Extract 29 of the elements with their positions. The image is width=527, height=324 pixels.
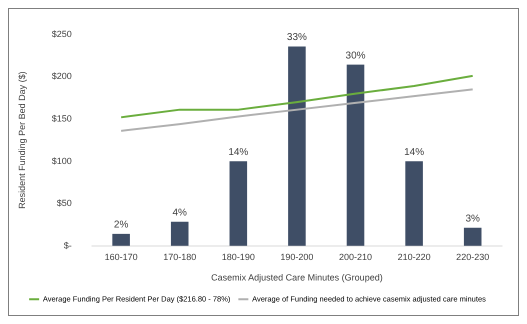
bar <box>112 234 130 246</box>
x-tick-label: 170-180 <box>163 252 196 262</box>
bar <box>230 161 248 246</box>
x-tick-label: 210-220 <box>398 252 431 262</box>
y-tick-label: $100 <box>52 156 72 166</box>
bar <box>288 46 306 246</box>
y-tick-label: $250 <box>52 28 72 39</box>
bar <box>405 161 423 246</box>
data-label: 33% <box>286 32 308 44</box>
y-tick-label: $150 <box>52 113 72 124</box>
x-tick-label: 200-210 <box>338 252 372 262</box>
bar <box>346 64 364 246</box>
data-label: 2% <box>114 220 128 231</box>
data-label: 3% <box>465 214 480 225</box>
x-tick-label: 160-170 <box>104 252 138 262</box>
bar <box>464 228 482 246</box>
data-label: 14% <box>228 147 248 158</box>
y-axis-title: Resident Funding Per Bed Day ($) <box>16 71 27 209</box>
y-tick-label: $- <box>64 240 72 250</box>
data-label: 4% <box>172 207 188 218</box>
data-label: 14% <box>404 147 424 158</box>
data-label: 30% <box>346 50 366 62</box>
x-tick-label: 180-190 <box>222 252 255 262</box>
y-tick-label: $200 <box>52 71 72 82</box>
y-tick-label: $50 <box>56 198 72 208</box>
bar <box>170 222 189 246</box>
x-tick-label: 190-200 <box>280 252 314 262</box>
x-tick-label: 220-230 <box>456 252 490 262</box>
x-axis-title: Casemix Adjusted Care Minutes (Grouped) <box>211 272 383 283</box>
